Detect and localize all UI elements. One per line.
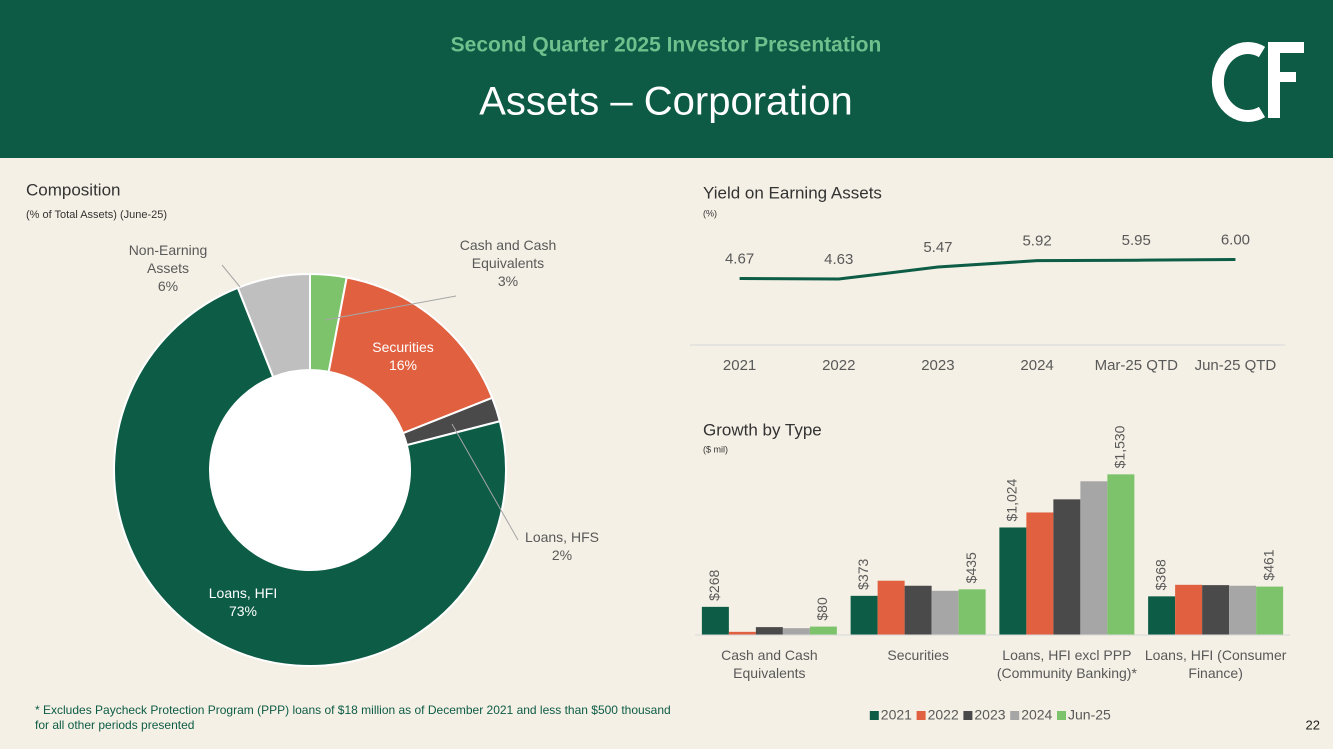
slice-label: Securities 16% — [348, 338, 458, 374]
slice-label: Cash and Cash Equivalents 3% — [458, 236, 558, 290]
data-label: $80 — [814, 597, 830, 621]
x-tick-label: 2023 — [921, 357, 954, 374]
data-label: 4.63 — [824, 251, 853, 268]
bar — [809, 626, 837, 635]
bar — [904, 585, 932, 635]
data-label: $461 — [1260, 549, 1276, 580]
data-label: 5.95 — [1122, 232, 1151, 249]
bar — [1053, 499, 1081, 635]
data-label: $373 — [855, 558, 871, 589]
data-label: 4.67 — [725, 250, 754, 267]
legend-label: 2022 — [928, 707, 959, 723]
x-tick-label: 2022 — [822, 357, 855, 374]
chart-title: Growth by Type — [703, 420, 822, 439]
bar — [850, 595, 878, 635]
legend-label: Jun-25 — [1068, 707, 1111, 723]
bar — [1175, 584, 1203, 635]
bar — [1080, 481, 1108, 635]
bar — [1256, 586, 1284, 635]
page-number: 22 — [1306, 717, 1320, 732]
leader-line — [324, 295, 457, 321]
slice-name: Cash and Cash Equivalents — [459, 237, 557, 271]
slice-value: 73% — [228, 603, 258, 619]
data-label: $368 — [1152, 559, 1168, 590]
chart-subtitle: (%) — [703, 208, 717, 218]
legend-swatch — [869, 711, 879, 720]
leader-line — [221, 264, 241, 288]
bar — [1202, 585, 1230, 635]
header-subtitle: Second Quarter 2025 Investor Presentatio… — [451, 34, 882, 57]
slice-label: Loans, HFS 2% — [512, 528, 612, 564]
data-label: 5.92 — [1022, 233, 1051, 250]
x-tick-label: 2021 — [723, 357, 756, 374]
data-label: 5.47 — [923, 239, 952, 256]
bar — [931, 590, 959, 635]
bar — [877, 580, 905, 635]
header-band — [0, 0, 1333, 158]
slice-label: Loans, HFI 73% — [183, 584, 303, 620]
chart-subtitle: ($ mil) — [703, 444, 728, 454]
donut-slice — [236, 272, 311, 379]
chart-subtitle: (% of Total Assets) (June-25) — [26, 209, 167, 221]
slice-value: 6% — [157, 278, 179, 294]
legend-swatch — [916, 711, 926, 720]
slice-value: 16% — [388, 357, 418, 373]
chart-title: Yield on Earning Assets — [703, 183, 882, 202]
slice-label: Non-Earning Assets 6% — [113, 241, 223, 295]
slice-value: 2% — [551, 547, 573, 563]
x-tick-label: Loans, HFI (Consumer Finance) — [1144, 647, 1287, 681]
legend-label: 2023 — [974, 707, 1005, 723]
x-tick-label: Jun-25 QTD — [1195, 357, 1277, 374]
header-title: Assets – Corporation — [479, 80, 853, 124]
legend-swatch — [1010, 711, 1020, 720]
legend-label: 2021 — [881, 707, 912, 723]
donut-hole — [210, 370, 410, 570]
chart-title: Composition — [26, 180, 121, 199]
bar — [1107, 474, 1135, 635]
data-label: $435 — [963, 552, 979, 583]
slice-name: Loans, HFI — [208, 585, 278, 601]
leader-line — [451, 423, 519, 541]
data-label: $1,530 — [1112, 425, 1128, 468]
data-label: 6.00 — [1221, 231, 1250, 248]
slice-value: 3% — [497, 273, 519, 289]
x-tick-label: 2024 — [1020, 357, 1053, 374]
bar — [782, 628, 810, 635]
bar — [958, 589, 986, 635]
slice-name: Securities — [372, 339, 434, 355]
x-tick-label: Cash and Cash Equivalents — [721, 647, 818, 681]
logo — [1211, 42, 1304, 122]
bar — [999, 527, 1027, 635]
slice-name: Loans, HFS — [525, 529, 599, 545]
x-tick-label: Loans, HFI excl PPP (Community Banking)* — [996, 647, 1137, 681]
footnote: * Excludes Paycheck Protection Program (… — [35, 703, 671, 732]
x-tick-label: Securities — [887, 647, 949, 663]
x-tick-label: Mar-25 QTD — [1095, 357, 1179, 374]
data-label: $268 — [706, 570, 722, 601]
bar — [755, 627, 783, 635]
data-label: $1,024 — [1004, 478, 1020, 521]
bar — [701, 606, 729, 635]
legend-swatch — [1057, 711, 1066, 720]
bar — [728, 631, 756, 635]
bar — [1148, 596, 1176, 635]
legend-label: 2024 — [1021, 707, 1052, 723]
bar — [1229, 585, 1257, 635]
legend-swatch — [963, 711, 973, 720]
bar — [1026, 512, 1054, 635]
line-series — [739, 258, 1236, 281]
slice-name: Non-Earning Assets — [128, 242, 208, 276]
